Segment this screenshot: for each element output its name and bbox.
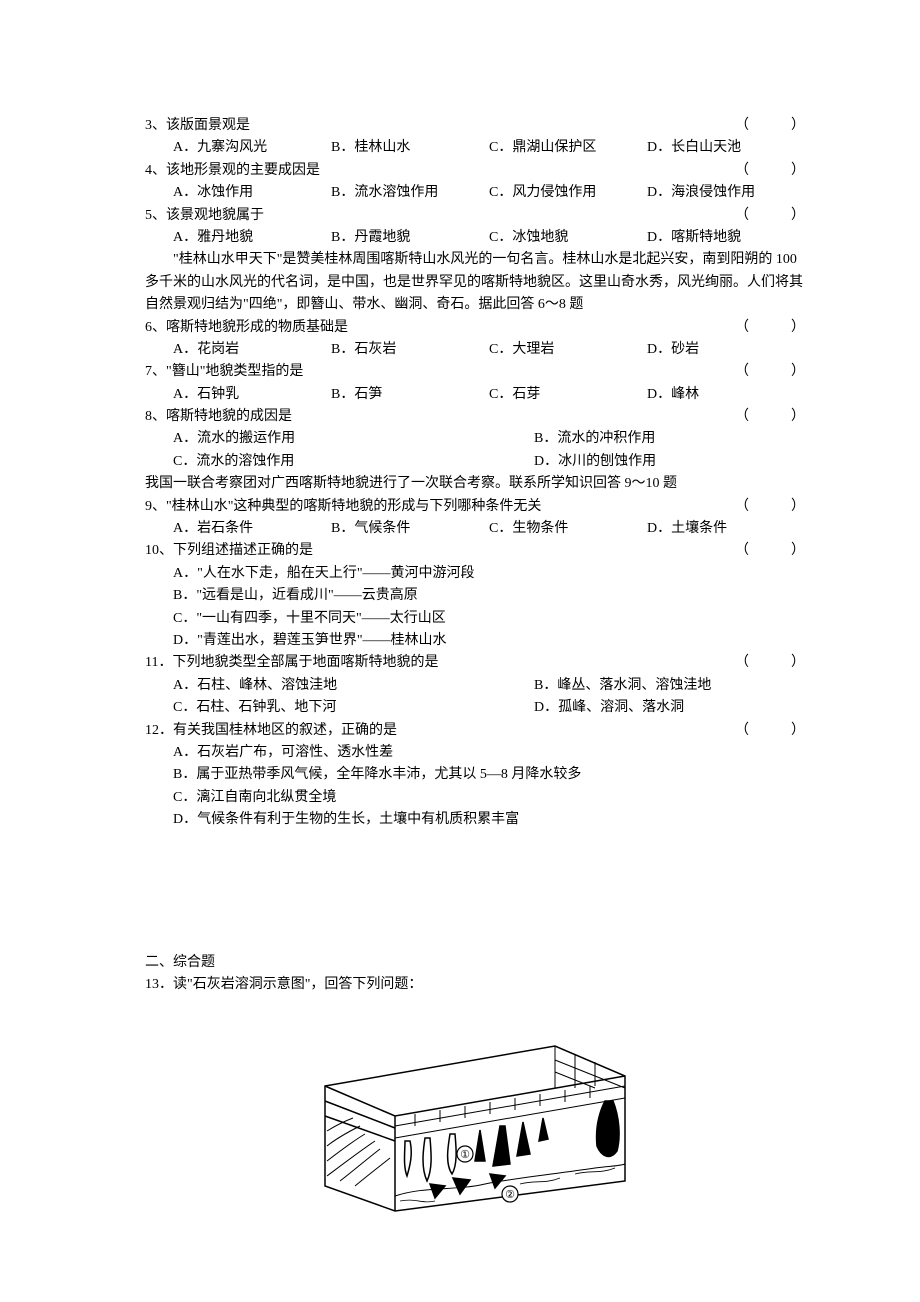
question-stem: 13．读"石灰岩溶洞示意图"，回答下列问题： bbox=[145, 977, 422, 992]
option-b: B．"远看是山，近看成川"——云贵高原 bbox=[145, 585, 805, 607]
option-c: C．流水的溶蚀作用 bbox=[173, 451, 489, 473]
context-1: "桂林山水甲天下"是赞美桂林周围喀斯特山水风光的一句名言。桂林山水是北起兴安，南… bbox=[145, 249, 805, 316]
context-2: 我国一联合考察团对广西喀斯特地貌进行了一次联合考察。联系所学知识回答 9～10 … bbox=[145, 473, 805, 495]
answer-paren: （ ） bbox=[735, 361, 805, 383]
question-5: 5、该景观地貌属于 （ ） bbox=[145, 205, 805, 227]
answer-paren: （ ） bbox=[735, 205, 805, 227]
answer-paren: （ ） bbox=[735, 540, 805, 562]
question-stem: 9、"桂林山水"这种典型的喀斯特地貌的形成与下列哪种条件无关 bbox=[145, 499, 541, 514]
option-d: D．孤峰、溶洞、落水洞 bbox=[489, 697, 805, 719]
question-7-options: A．石钟乳 B．石笋 C．石芽 D．峰林 bbox=[145, 384, 805, 406]
answer-paren: （ ） bbox=[735, 720, 805, 742]
question-stem: 11．下列地貌类型全部属于地面喀斯特地貌的是 bbox=[145, 655, 438, 670]
option-b: B．峰丛、落水洞、溶蚀洼地 bbox=[489, 675, 805, 697]
answer-paren: （ ） bbox=[735, 652, 805, 674]
option-b: B．丹霞地貌 bbox=[331, 227, 489, 249]
question-stem: 4、该地形景观的主要成因是 bbox=[145, 163, 320, 178]
answer-paren: （ ） bbox=[735, 160, 805, 182]
option-d: D．土壤条件 bbox=[647, 518, 805, 540]
question-3: 3、该版面景观是 （ ） bbox=[145, 115, 805, 137]
question-6-options: A．花岗岩 B．石灰岩 C．大理岩 D．砂岩 bbox=[145, 339, 805, 361]
answer-paren: （ ） bbox=[735, 317, 805, 339]
figure-label-2: ② bbox=[505, 1189, 515, 1201]
question-11: 11．下列地貌类型全部属于地面喀斯特地貌的是 （ ） bbox=[145, 652, 805, 674]
question-6: 6、喀斯特地貌形成的物质基础是 （ ） bbox=[145, 317, 805, 339]
question-stem: 3、该版面景观是 bbox=[145, 118, 250, 133]
question-stem: 12．有关我国桂林地区的叙述，正确的是 bbox=[145, 723, 397, 738]
option-b: B．流水溶蚀作用 bbox=[331, 182, 489, 204]
section-2-header: 二、综合题 bbox=[145, 952, 805, 974]
question-4-options: A．冰蚀作用 B．流水溶蚀作用 C．风力侵蚀作用 D．海浪侵蚀作用 bbox=[145, 182, 805, 204]
option-d: D．长白山天池 bbox=[647, 137, 805, 159]
question-stem: 10、下列组述描述正确的是 bbox=[145, 543, 313, 558]
option-b: B．流水的冲积作用 bbox=[489, 428, 805, 450]
option-c: C．"一山有四季，十里不同天"——太行山区 bbox=[145, 608, 805, 630]
option-c: C．漓江自南向北纵贯全境 bbox=[145, 787, 805, 809]
answer-paren: （ ） bbox=[735, 496, 805, 518]
question-stem: 7、"簪山"地貌类型指的是 bbox=[145, 364, 303, 379]
question-7: 7、"簪山"地貌类型指的是 （ ） bbox=[145, 361, 805, 383]
exam-page: 3、该版面景观是 （ ） A．九寨沟风光 B．桂林山水 C．鼎湖山保护区 D．长… bbox=[0, 0, 920, 1265]
option-c: C．风力侵蚀作用 bbox=[489, 182, 647, 204]
question-9: 9、"桂林山水"这种典型的喀斯特地貌的形成与下列哪种条件无关 （ ） bbox=[145, 496, 805, 518]
option-c: C．石芽 bbox=[489, 384, 647, 406]
question-stem: 6、喀斯特地貌形成的物质基础是 bbox=[145, 320, 348, 335]
option-c: C．鼎湖山保护区 bbox=[489, 137, 647, 159]
option-b: B．桂林山水 bbox=[331, 137, 489, 159]
option-a: A．石灰岩广布，可溶性、透水性差 bbox=[145, 742, 805, 764]
question-9-options: A．岩石条件 B．气候条件 C．生物条件 D．土壤条件 bbox=[145, 518, 805, 540]
option-c: C．石柱、石钟乳、地下河 bbox=[173, 697, 489, 719]
cave-diagram-svg: ① ② bbox=[295, 1026, 655, 1216]
question-3-options: A．九寨沟风光 B．桂林山水 C．鼎湖山保护区 D．长白山天池 bbox=[145, 137, 805, 159]
option-d: D．冰川的刨蚀作用 bbox=[489, 451, 805, 473]
option-a: A．石柱、峰林、溶蚀洼地 bbox=[173, 675, 489, 697]
question-10: 10、下列组述描述正确的是 （ ） bbox=[145, 540, 805, 562]
question-11-options-1: A．石柱、峰林、溶蚀洼地 B．峰丛、落水洞、溶蚀洼地 bbox=[145, 675, 805, 697]
limestone-cave-figure: ① ② bbox=[145, 1026, 805, 1224]
question-stem: 5、该景观地貌属于 bbox=[145, 208, 264, 223]
option-a: A．花岗岩 bbox=[173, 339, 331, 361]
option-d: D．海浪侵蚀作用 bbox=[647, 182, 805, 204]
option-a: A．冰蚀作用 bbox=[173, 182, 331, 204]
figure-label-1: ① bbox=[460, 1149, 470, 1161]
option-c: C．生物条件 bbox=[489, 518, 647, 540]
question-4: 4、该地形景观的主要成因是 （ ） bbox=[145, 160, 805, 182]
option-a: A．九寨沟风光 bbox=[173, 137, 331, 159]
option-b: B．气候条件 bbox=[331, 518, 489, 540]
option-a: A．雅丹地貌 bbox=[173, 227, 331, 249]
option-a: A．"人在水下走，船在天上行"——黄河中游河段 bbox=[145, 563, 805, 585]
option-d: D．气候条件有利于生物的生长，土壤中有机质积累丰富 bbox=[145, 809, 805, 831]
question-stem: 8、喀斯特地貌的成因是 bbox=[145, 409, 292, 424]
option-a: A．岩石条件 bbox=[173, 518, 331, 540]
option-d: D．喀斯特地貌 bbox=[647, 227, 805, 249]
question-13: 13．读"石灰岩溶洞示意图"，回答下列问题： bbox=[145, 974, 805, 996]
option-c: C．大理岩 bbox=[489, 339, 647, 361]
answer-paren: （ ） bbox=[735, 115, 805, 137]
question-11-options-2: C．石柱、石钟乳、地下河 D．孤峰、溶洞、落水洞 bbox=[145, 697, 805, 719]
question-8-options-2: C．流水的溶蚀作用 D．冰川的刨蚀作用 bbox=[145, 451, 805, 473]
option-a: A．石钟乳 bbox=[173, 384, 331, 406]
question-8-options-1: A．流水的搬运作用 B．流水的冲积作用 bbox=[145, 428, 805, 450]
question-8: 8、喀斯特地貌的成因是 （ ） bbox=[145, 406, 805, 428]
option-c: C．冰蚀地貌 bbox=[489, 227, 647, 249]
option-d: D．"青莲出水，碧莲玉笋世界"——桂林山水 bbox=[145, 630, 805, 652]
option-b: B．石灰岩 bbox=[331, 339, 489, 361]
answer-paren: （ ） bbox=[735, 406, 805, 428]
option-b: B．属于亚热带季风气候，全年降水丰沛，尤其以 5—8 月降水较多 bbox=[145, 764, 805, 786]
option-d: D．砂岩 bbox=[647, 339, 805, 361]
question-12: 12．有关我国桂林地区的叙述，正确的是 （ ） bbox=[145, 720, 805, 742]
question-5-options: A．雅丹地貌 B．丹霞地貌 C．冰蚀地貌 D．喀斯特地貌 bbox=[145, 227, 805, 249]
option-b: B．石笋 bbox=[331, 384, 489, 406]
option-d: D．峰林 bbox=[647, 384, 805, 406]
option-a: A．流水的搬运作用 bbox=[173, 428, 489, 450]
